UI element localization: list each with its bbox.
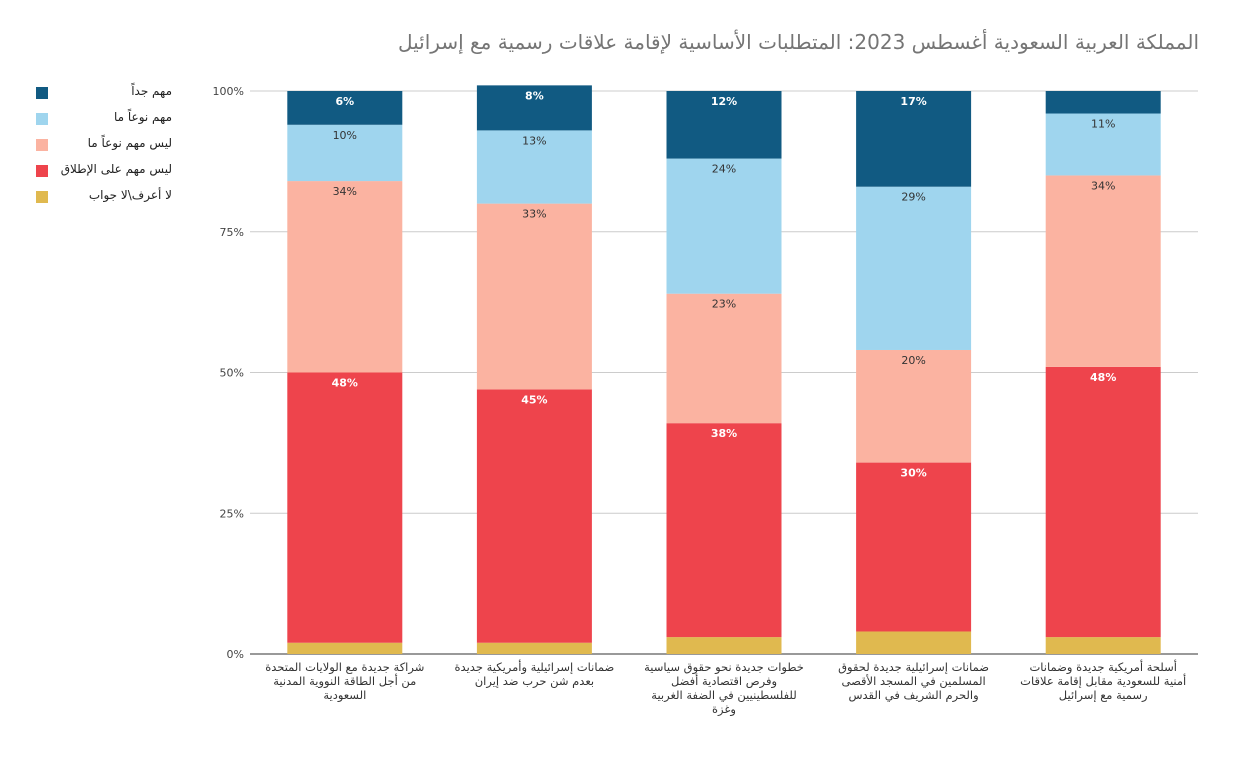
x-tick-label: من أجل الطاقة النووية المدنية <box>273 673 416 689</box>
legend-label: ليس مهم نوعاً ما <box>87 136 172 150</box>
data-label: 6% <box>335 95 354 108</box>
bar-segment <box>476 642 592 654</box>
legend-item: لا أعرف\لا جواب <box>36 188 186 214</box>
bar-segment <box>476 85 592 131</box>
data-label: 10% <box>333 129 357 142</box>
data-label: 33% <box>522 208 546 221</box>
legend: مهم جداً مهم نوعاً ما ليس مهم نوعاً ما ليس … <box>36 84 186 214</box>
legend-swatch <box>36 139 48 151</box>
y-tick-label: 50% <box>220 367 244 380</box>
bar-segment <box>856 462 972 632</box>
bar-segment <box>1045 637 1161 654</box>
legend-label: ليس مهم على الإطلاق <box>60 162 172 176</box>
bar-segment <box>666 293 782 424</box>
bar-segment <box>476 203 592 390</box>
bar-segment <box>856 91 972 187</box>
data-label: 29% <box>901 191 925 204</box>
data-label: 13% <box>522 134 546 147</box>
bar-segment <box>856 349 972 463</box>
data-label: 45% <box>521 393 547 406</box>
x-tick-label: شراكة جديدة مع الولايات المتحدة <box>265 660 424 675</box>
data-label: 34% <box>333 185 357 198</box>
chart-title: المملكة العربية السعودية أغسطس 2023: الم… <box>398 30 1199 54</box>
bar-segment <box>287 181 403 373</box>
legend-swatch <box>36 165 48 177</box>
x-tick-label: للفلسطينيين في الضفة الغربية <box>651 688 796 703</box>
x-tick-label: وفرص اقتصادية أفضل <box>671 673 777 689</box>
data-label: 11% <box>1091 118 1115 131</box>
x-tick-label: أسلحة أمريكية جديدة وضمانات <box>1029 659 1177 675</box>
x-tick-label: ضمانات إسرائيلية وأمريكية جديدة <box>455 659 615 675</box>
legend-label: مهم جداً <box>131 84 172 98</box>
bar-segment <box>1045 175 1161 367</box>
bar-segment <box>1045 91 1161 114</box>
bar-segment <box>287 372 403 643</box>
data-label: 48% <box>1090 371 1116 384</box>
data-label: 38% <box>711 427 737 440</box>
data-label: 23% <box>712 298 736 311</box>
legend-swatch <box>36 113 48 125</box>
bar-segment <box>287 124 403 182</box>
data-label: 34% <box>1091 179 1115 192</box>
x-tick-label: المسلمين في المسجد الأقصى <box>841 674 985 689</box>
bar-segment <box>476 130 592 204</box>
bar-segment <box>1045 366 1161 638</box>
bar-segment <box>287 642 403 654</box>
legend-item: مهم جداً <box>36 84 186 110</box>
x-tick-label: خطوات جديدة نحو حقوق سياسية <box>644 660 804 675</box>
x-tick-label: ضمانات إسرائيلية جديدة لحقوق <box>838 660 989 675</box>
bar-segment <box>666 91 782 159</box>
bar-segment <box>856 186 972 350</box>
x-tick-label: بعدم شن حرب ضد إيران <box>475 674 594 689</box>
x-tick-label: السعودية <box>323 688 366 703</box>
bar-segment <box>666 158 782 294</box>
y-tick-label: 0% <box>227 648 244 661</box>
bar-segment <box>856 631 972 654</box>
legend-label: لا أعرف\لا جواب <box>88 188 172 202</box>
y-tick-label: 100% <box>213 85 244 98</box>
x-tick-label: أمنية للسعودية مقابل إقامة علاقات <box>1020 673 1186 689</box>
data-label: 8% <box>525 89 544 102</box>
legend-item: ليس مهم نوعاً ما <box>36 136 186 162</box>
bar-segment <box>666 423 782 638</box>
legend-swatch <box>36 191 48 203</box>
legend-swatch <box>36 87 48 99</box>
x-tick-label: والحرم الشريف في القدس <box>848 688 978 703</box>
data-label: 24% <box>712 163 736 176</box>
data-label: 20% <box>901 354 925 367</box>
legend-item: ليس مهم على الإطلاق <box>36 162 186 188</box>
bar-segment <box>666 637 782 654</box>
legend-label: مهم نوعاً ما <box>113 110 172 124</box>
data-label: 48% <box>332 377 358 390</box>
data-label: 17% <box>900 95 926 108</box>
y-tick-label: 25% <box>220 507 244 520</box>
y-tick-label: 75% <box>220 226 244 239</box>
x-tick-label: رسمية مع إسرائيل <box>1059 688 1148 703</box>
bar-segment <box>1045 113 1161 176</box>
legend-item: مهم نوعاً ما <box>36 110 186 136</box>
x-tick-label: وغزة <box>712 702 736 717</box>
bar-segment <box>476 389 592 643</box>
data-label: 30% <box>900 467 926 480</box>
bar-segment <box>287 91 403 125</box>
data-label: 12% <box>711 95 737 108</box>
